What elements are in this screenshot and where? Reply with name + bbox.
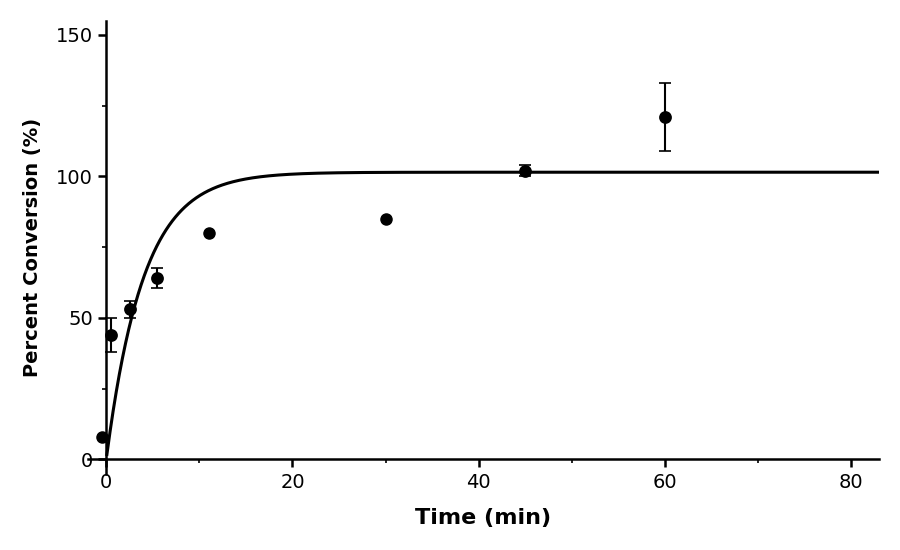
X-axis label: Time (min): Time (min) <box>415 508 552 528</box>
Y-axis label: Percent Conversion (%): Percent Conversion (%) <box>23 118 42 377</box>
